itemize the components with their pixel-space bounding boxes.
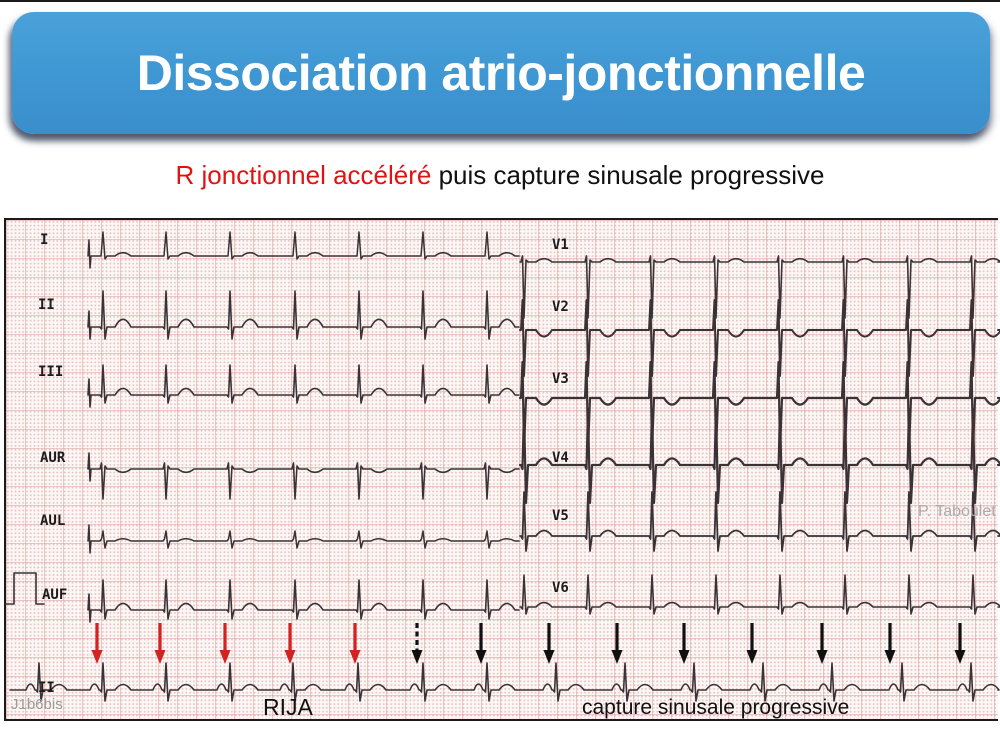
ecg-paper-panel — [4, 218, 998, 721]
subtitle-highlight: R jonctionnel accéléré — [175, 160, 432, 190]
annotation-rija: RIJA — [263, 694, 313, 720]
subtitle: R jonctionnel accéléré puis capture sinu… — [0, 160, 1000, 191]
watermark-author: P. Taboulet — [918, 503, 996, 520]
subtitle-rest: puis capture sinusale progressive — [431, 160, 825, 190]
page-title: Dissociation atrio-jonctionnelle — [136, 45, 866, 101]
annotation-capture-sinusale: capture sinusale progressive — [582, 696, 850, 719]
slide-top-edge — [0, 0, 1000, 2]
title-banner: Dissociation atrio-jonctionnelle — [12, 12, 990, 134]
watermark-id: J1b6bis — [11, 696, 63, 713]
